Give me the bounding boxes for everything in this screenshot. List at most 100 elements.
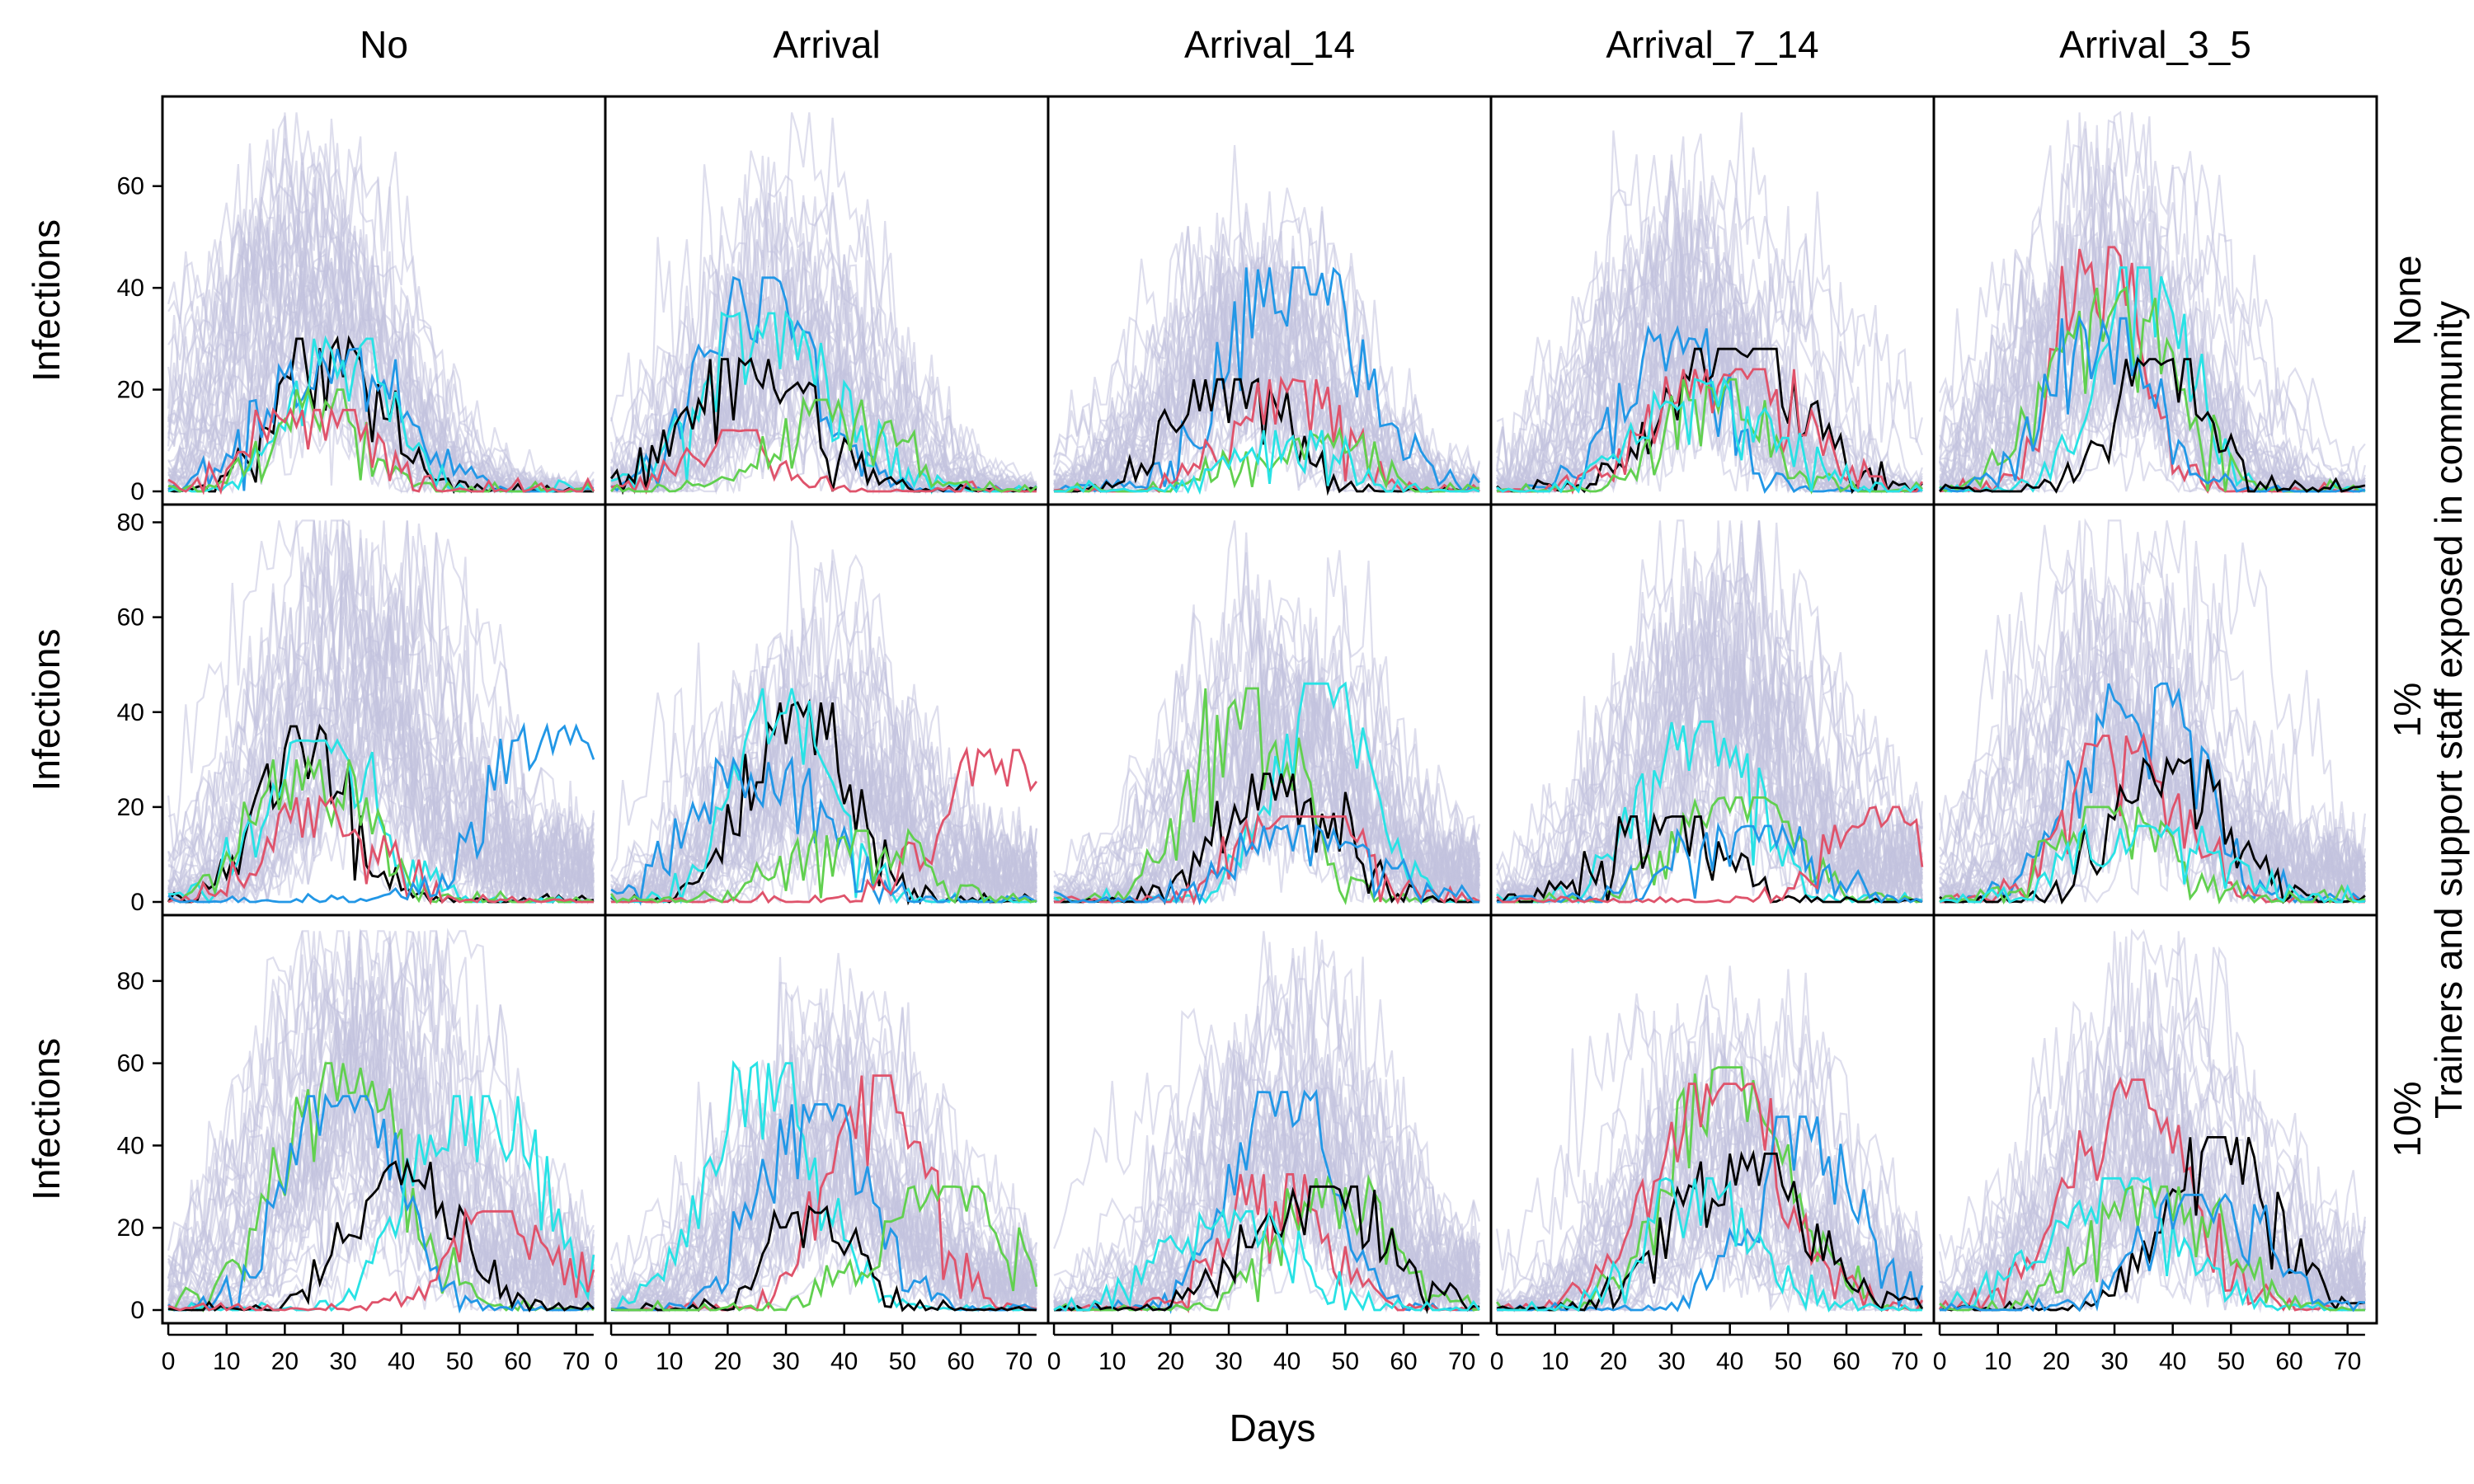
x-tick-label: 20 (1157, 1348, 1184, 1375)
x-tick-label: 20 (1600, 1348, 1627, 1375)
panel-r1-c1 (604, 503, 1050, 917)
panel-r1-c2 (1047, 503, 1493, 917)
right-axis-title: Trainers and support staff exposed in co… (2427, 301, 2470, 1119)
x-tick-label: 50 (889, 1348, 916, 1375)
x-tick-label: 70 (1448, 1348, 1475, 1375)
panel-r0-c3 (1489, 95, 1935, 506)
series-blue (167, 1092, 595, 1314)
series-green (610, 395, 1037, 493)
y-axis-title: Infections (25, 1038, 68, 1200)
y-tick-label: 60 (117, 1050, 144, 1078)
y-tick-label: 40 (117, 275, 144, 302)
background-trace (1939, 566, 2366, 904)
panel-r1-c4 (1932, 503, 2378, 917)
x-tick-label: 10 (1541, 1348, 1569, 1375)
x-tick-label: 10 (1984, 1348, 2011, 1375)
series-black (1054, 1185, 1480, 1315)
panel-r2-c1: 0 10 20 30 40 50 60 70 (604, 913, 1050, 1375)
series-green (609, 828, 1037, 904)
x-tick-label: 0 (1047, 1348, 1061, 1375)
background-trace (167, 145, 594, 493)
background-trace (167, 673, 595, 906)
background-trace (610, 249, 1037, 493)
panel-r2-c4: 0 10 20 30 40 50 60 70 (1932, 913, 2378, 1375)
series-blue (1939, 314, 2366, 493)
series-cyan (1497, 1176, 1922, 1313)
series-green (1497, 796, 1922, 904)
series-cyan (1496, 376, 1923, 494)
y-tick-label: 80 (117, 968, 144, 995)
background-trace (1496, 683, 1923, 899)
background-trace (1496, 616, 1923, 905)
series-blue (1053, 266, 1480, 493)
series-cyan (1053, 1207, 1481, 1312)
x-tick-label: 60 (504, 1348, 531, 1375)
row-label-2: 10% (2386, 1081, 2429, 1157)
column-title-0: No (360, 23, 408, 66)
panel-r0-c2 (1047, 95, 1493, 506)
background-trace (167, 536, 595, 905)
x-tick-label: 70 (2334, 1348, 2361, 1375)
background-trace (1939, 1065, 2366, 1313)
series-cyan (610, 310, 1037, 495)
y-tick-label: 60 (117, 173, 144, 200)
panel-grid: 0 20 40 60 Infections 0 20 40 60 80 Infections 0 20 4… (25, 95, 2378, 1375)
panel-r1-c3 (1489, 503, 1935, 917)
x-tick-label: 10 (1098, 1348, 1126, 1375)
y-tick-label: 20 (117, 794, 144, 821)
series-red (1496, 1082, 1924, 1312)
x-tick-label: 50 (2218, 1348, 2245, 1375)
background-trace (167, 519, 595, 903)
x-tick-label: 20 (271, 1348, 299, 1375)
series-red (1497, 368, 1924, 495)
x-tick-label: 50 (1775, 1348, 1802, 1375)
axis-labels: Days (1230, 1407, 1316, 1449)
panel-border (1932, 913, 2378, 1325)
x-tick-label: 40 (1273, 1348, 1300, 1375)
row-label-0: None (2386, 256, 2429, 346)
x-tick-label: 50 (1332, 1348, 1359, 1375)
series-red (167, 794, 594, 906)
background-trace (1496, 571, 1923, 904)
background-trace (610, 520, 1037, 906)
x-tick-label: 60 (947, 1348, 974, 1375)
series-black (167, 723, 595, 904)
x-tick-label: 0 (162, 1348, 176, 1375)
panel-r2-c3: 0 10 20 30 40 50 60 70 (1489, 913, 1935, 1375)
y-tick-label: 60 (117, 604, 144, 632)
x-tick-label: 0 (1933, 1348, 1947, 1375)
background-trace (1053, 1105, 1480, 1313)
background-trace (1053, 211, 1480, 491)
series-red (167, 405, 595, 495)
y-tick-label: 0 (130, 889, 144, 916)
background-trace (1939, 931, 2366, 1313)
background-trace (1939, 524, 2366, 902)
x-tick-label: 0 (1490, 1348, 1504, 1375)
row-label-1: 1% (2386, 683, 2429, 737)
y-tick-label: 40 (117, 1132, 144, 1159)
panel-r2-c2: 0 10 20 30 40 50 60 70 (1047, 913, 1493, 1375)
x-tick-label: 70 (1005, 1348, 1032, 1375)
x-tick-label: 10 (656, 1348, 683, 1375)
y-tick-label: 80 (117, 510, 144, 537)
x-tick-label: 10 (213, 1348, 240, 1375)
column-title-2: Arrival_14 (1184, 23, 1355, 66)
x-tick-label: 70 (562, 1348, 590, 1375)
background-trace (1939, 1127, 2366, 1313)
x-tick-label: 50 (446, 1348, 473, 1375)
series-green (1939, 1185, 2365, 1312)
series-blue (1940, 1191, 2365, 1313)
series-red (1496, 805, 1924, 904)
series-cyan (1939, 823, 2366, 904)
panel-r1-c0: 0 20 40 60 80 Infections (25, 503, 607, 917)
series-green (1495, 1066, 1923, 1313)
column-titles: No Arrival Arrival_14 Arrival_7_14 Arrival_3… (360, 23, 2251, 66)
y-tick-label: 20 (117, 1214, 144, 1242)
series-blue (167, 721, 595, 904)
background-trace (168, 970, 595, 1312)
x-tick-label: 60 (1390, 1348, 1417, 1375)
panel-r0-c4 (1932, 95, 2378, 506)
background-trace (610, 664, 1037, 905)
background-trace (1939, 1089, 2366, 1311)
